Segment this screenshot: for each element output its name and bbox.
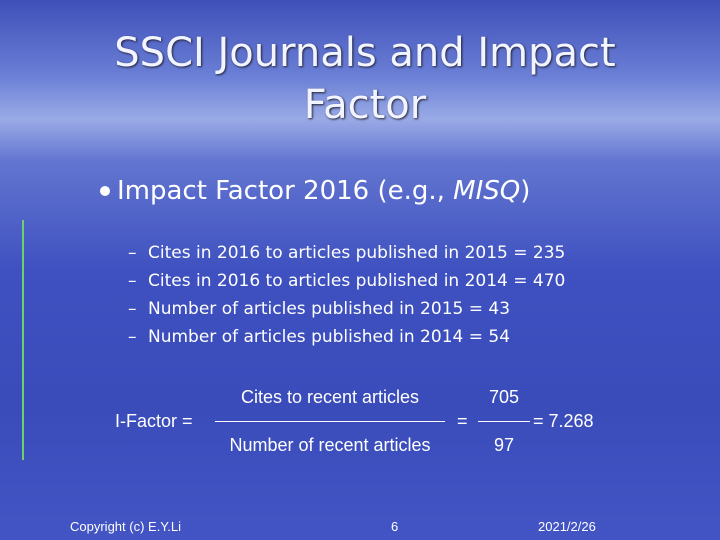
sub-text: Number of articles published in 2014 = 5…: [148, 327, 511, 347]
sub-text: Cites in 2016 to articles published in 2…: [148, 271, 566, 291]
bullet: Impact Factor 2016 (e.g., MISQ): [117, 176, 530, 206]
accent-line: [22, 220, 24, 460]
sub-text: Number of articles published in 2015 = 4…: [148, 299, 511, 319]
footer-left: Copyright (c) E.Y.Li: [70, 519, 182, 534]
footer-right: 2021/2/26: [538, 519, 596, 534]
footer-center: 6: [391, 519, 399, 534]
sub-bullet: – Cites in 2016 to articles published in …: [128, 243, 565, 263]
sub-marker: –: [128, 299, 137, 319]
sub-marker: –: [128, 243, 137, 263]
den-value: 97: [493, 435, 515, 455]
result: = 7.268: [533, 411, 594, 431]
fraction-bar: [215, 421, 445, 422]
fraction-bar: [478, 421, 530, 422]
bullet-text: ): [520, 176, 531, 206]
bullet-text: Impact Factor 2016 (e.g.,: [117, 176, 454, 206]
formula-lhs: I-Factor =: [115, 411, 193, 431]
sub-text: Cites in 2016 to articles published in 2…: [148, 243, 566, 263]
numerator: Cites to recent articles: [240, 387, 420, 407]
denominator: Number of recent articles: [229, 435, 431, 455]
bullet-italic: MISQ: [453, 176, 521, 206]
title-line: Factor: [303, 82, 427, 128]
equals: =: [457, 411, 468, 431]
sub-bullet: – Number of articles published in 2014 = …: [128, 327, 510, 347]
bullet-dot: [100, 186, 110, 196]
sub-bullet: – Cites in 2016 to articles published in …: [128, 271, 565, 291]
title-line: SSCI Journals and Impact: [114, 30, 616, 76]
sub-marker: –: [128, 271, 137, 291]
num-value: 705: [488, 387, 520, 407]
sub-marker: –: [128, 327, 137, 347]
sub-bullet: – Number of articles published in 2015 = …: [128, 299, 510, 319]
